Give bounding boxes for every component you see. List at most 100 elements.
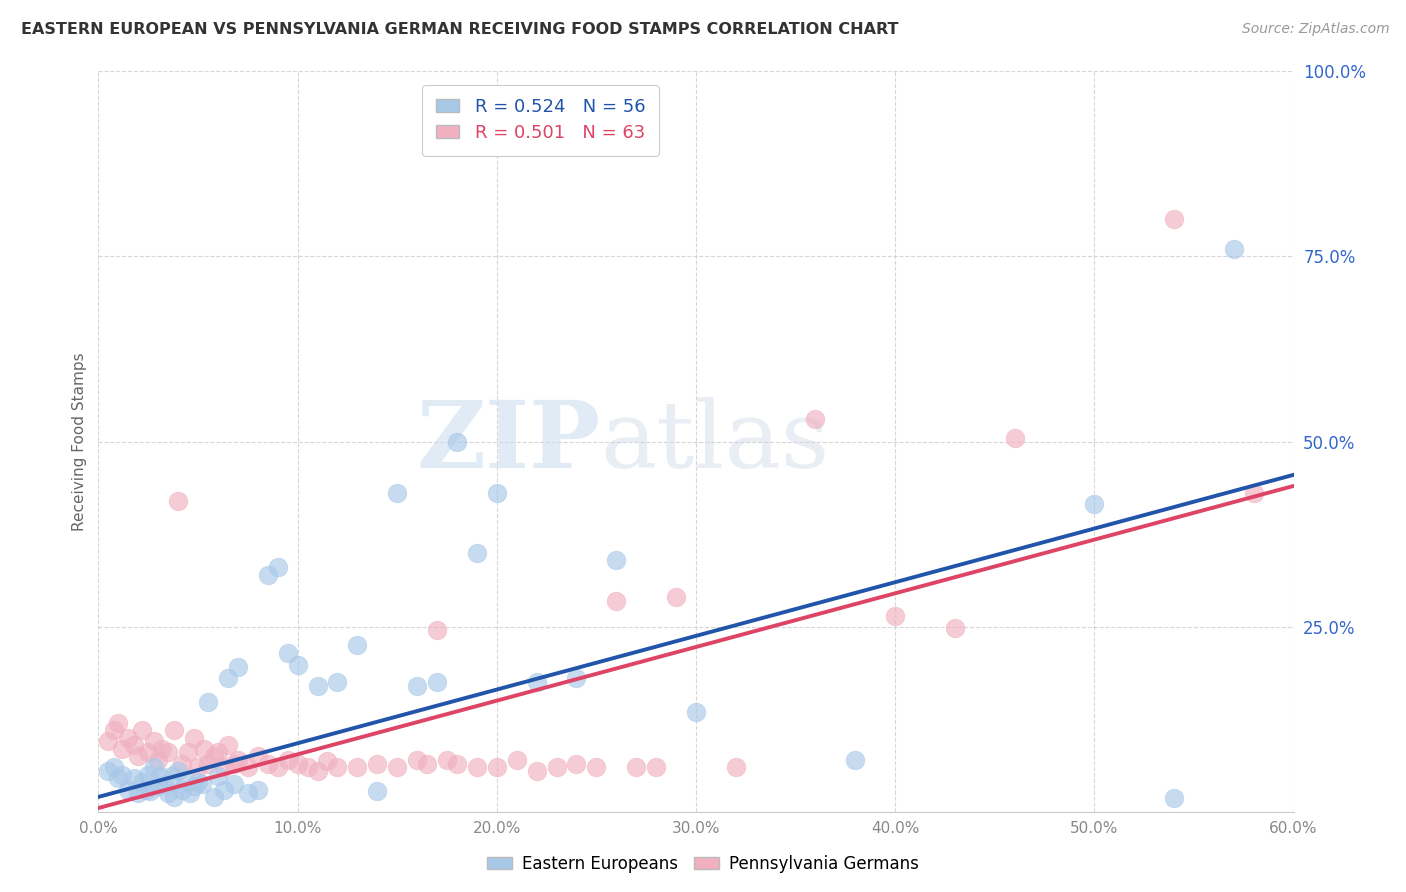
Point [143, 760, 166, 774]
Point [187, 775, 209, 789]
Point [163, 789, 186, 804]
Point [943, 621, 966, 635]
Point [136, 767, 159, 781]
Point [1163, 791, 1185, 805]
Point [297, 760, 319, 774]
Point [212, 782, 235, 797]
Text: EASTERN EUROPEAN VS PENNSYLVANIA GERMAN RECEIVING FOOD STAMPS CORRELATION CHART: EASTERN EUROPEAN VS PENNSYLVANIA GERMAN … [21, 22, 898, 37]
Point [1083, 498, 1105, 512]
Point [148, 753, 170, 767]
Point [148, 779, 170, 793]
Point [135, 782, 157, 797]
Point [217, 672, 239, 686]
Point [197, 756, 219, 771]
Point [844, 753, 866, 767]
Point [103, 723, 125, 738]
Point [307, 764, 329, 778]
Point [626, 760, 648, 774]
Point [172, 782, 194, 797]
Point [346, 638, 368, 652]
Point [226, 753, 249, 767]
Point [193, 741, 215, 756]
Point [117, 731, 139, 745]
Point [307, 679, 329, 693]
Point [446, 756, 468, 771]
Point [217, 738, 239, 752]
Point [111, 741, 134, 756]
Point [1223, 242, 1246, 256]
Point [256, 567, 278, 582]
Point [465, 760, 488, 774]
Point [107, 772, 129, 786]
Point [236, 786, 259, 800]
Point [97, 764, 120, 778]
Point [526, 764, 548, 778]
Point [406, 753, 429, 767]
Point [226, 660, 249, 674]
Point [124, 738, 146, 752]
Point [183, 731, 205, 745]
Point [167, 493, 190, 508]
Point [222, 756, 245, 771]
Point [177, 746, 200, 760]
Text: Source: ZipAtlas.com: Source: ZipAtlas.com [1241, 22, 1389, 37]
Point [1243, 486, 1265, 500]
Point [724, 760, 747, 774]
Point [150, 741, 173, 756]
Point [506, 753, 529, 767]
Point [167, 764, 190, 778]
Point [202, 789, 225, 804]
Point [1004, 431, 1026, 445]
Point [149, 769, 172, 783]
Point [153, 776, 176, 790]
Point [645, 760, 668, 774]
Point [326, 760, 349, 774]
Point [385, 486, 409, 500]
Point [139, 784, 162, 798]
Point [246, 749, 269, 764]
Point [207, 769, 229, 783]
Point [97, 734, 120, 748]
Point [485, 486, 508, 500]
Point [585, 760, 607, 774]
Point [246, 782, 269, 797]
Point [212, 760, 235, 774]
Point [267, 760, 290, 774]
Point [326, 675, 349, 690]
Point [346, 760, 368, 774]
Point [191, 776, 214, 790]
Point [277, 646, 299, 660]
Point [222, 776, 245, 790]
Point [465, 546, 488, 560]
Point [446, 434, 468, 449]
Point [131, 775, 153, 789]
Point [406, 679, 429, 693]
Legend: Eastern Europeans, Pennsylvania Germans: Eastern Europeans, Pennsylvania Germans [479, 848, 927, 880]
Point [163, 723, 186, 738]
Point [685, 705, 707, 719]
Point [127, 749, 149, 764]
Point [287, 658, 309, 673]
Point [157, 746, 180, 760]
Point [103, 760, 125, 774]
Point [316, 755, 339, 769]
Text: atlas: atlas [600, 397, 830, 486]
Point [436, 753, 458, 767]
Point [111, 767, 134, 781]
Point [804, 412, 827, 426]
Text: ZIP: ZIP [416, 397, 600, 486]
Y-axis label: Receiving Food Stamps: Receiving Food Stamps [72, 352, 87, 531]
Point [1163, 212, 1185, 227]
Point [197, 695, 219, 709]
Point [202, 749, 225, 764]
Point [526, 675, 548, 690]
Point [485, 760, 508, 774]
Point [426, 675, 449, 690]
Point [546, 760, 568, 774]
Point [256, 756, 278, 771]
Point [884, 608, 907, 623]
Point [565, 756, 588, 771]
Point [157, 786, 180, 800]
Point [207, 746, 229, 760]
Point [143, 734, 166, 748]
